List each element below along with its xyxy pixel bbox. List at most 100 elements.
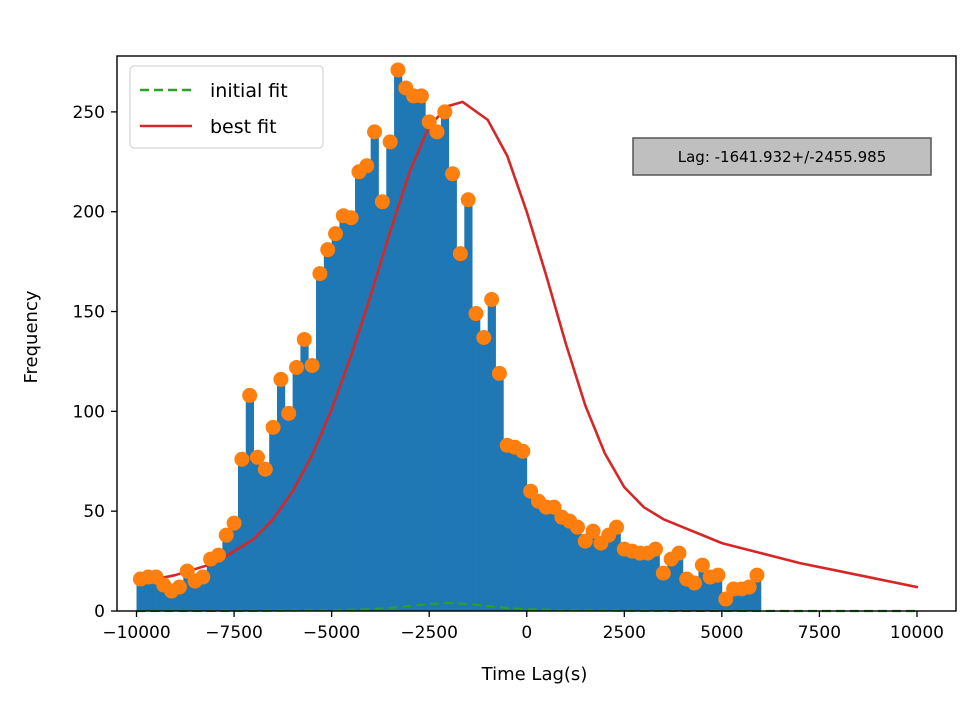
histogram-bar: [714, 575, 723, 611]
x-tick-label: −10000: [102, 623, 170, 643]
data-point-marker: [452, 246, 468, 262]
histogram-bar: [542, 507, 551, 611]
data-point-marker: [515, 443, 531, 459]
histogram-bar: [386, 141, 395, 611]
histogram-bar: [487, 299, 496, 611]
histogram-bar: [737, 589, 746, 611]
histogram-bar: [698, 565, 707, 611]
legend-initial-fit-label: initial fit: [210, 80, 288, 102]
data-point-marker: [741, 579, 757, 595]
histogram-bar: [612, 527, 621, 611]
histogram-bar: [495, 373, 504, 611]
histogram-bar: [230, 523, 239, 611]
x-axis-title: Time Lag(s): [481, 664, 588, 685]
x-axis-ticks: −10000 −7500 −5000 −2500 0 2500 5000 7500 10000: [102, 611, 944, 643]
histogram-bar: [308, 365, 317, 611]
y-axis-title: Frequency: [21, 290, 42, 383]
y-tick-label: 250: [73, 103, 105, 123]
legend-best-fit-label: best fit: [210, 116, 277, 138]
data-point-marker: [242, 387, 258, 403]
histogram-bar: [159, 585, 169, 611]
data-point-marker: [484, 292, 500, 308]
histogram-bar: [479, 337, 489, 611]
data-point-marker: [304, 357, 320, 373]
data-point-marker: [359, 158, 375, 174]
histogram-bar: [690, 583, 699, 611]
histogram-bar: [628, 551, 637, 611]
data-point-marker: [273, 371, 289, 387]
histogram-bar: [378, 201, 387, 611]
histogram-bar: [425, 121, 434, 612]
lag-annotation-box: [632, 137, 932, 176]
histogram-bar: [167, 591, 176, 611]
histogram-bar: [526, 491, 535, 611]
y-tick-label: 0: [94, 602, 105, 622]
histogram-bar: [276, 379, 286, 611]
data-point-marker: [491, 365, 507, 381]
data-point-marker: [608, 519, 624, 535]
histogram-bar: [355, 171, 364, 611]
y-tick-label: 200: [73, 203, 105, 223]
data-point-marker: [390, 62, 406, 78]
data-point-marker: [569, 519, 585, 535]
histogram-bar: [745, 587, 754, 611]
data-point-marker: [257, 461, 273, 477]
x-tick-label: 2500: [603, 623, 646, 643]
histogram-bar: [214, 555, 223, 611]
histogram-bar: [659, 573, 668, 611]
data-point-marker: [468, 306, 484, 322]
x-tick-label: 0: [521, 623, 532, 643]
histogram-bar: [550, 507, 559, 611]
histogram-bar: [175, 587, 184, 611]
data-point-marker: [343, 210, 359, 226]
data-point-marker: [476, 329, 492, 345]
histogram-bar: [581, 541, 590, 611]
histogram-bar: [417, 95, 426, 612]
histogram-bar: [183, 571, 192, 611]
data-point-marker: [171, 579, 187, 595]
data-point-marker: [195, 569, 211, 585]
data-point-marker: [234, 451, 250, 467]
histogram-bar: [643, 553, 653, 611]
data-point-marker: [710, 567, 726, 583]
histogram-bar: [565, 521, 574, 611]
histogram-bar: [573, 527, 582, 611]
histogram-bar: [206, 559, 215, 611]
data-point-marker: [320, 242, 336, 258]
data-point-marker: [687, 575, 703, 591]
histogram-bar: [401, 87, 411, 611]
histogram-bar: [589, 531, 598, 611]
y-tick-label: 150: [73, 303, 105, 323]
data-markers: [132, 62, 765, 607]
histogram-bar: [136, 579, 145, 611]
x-tick-label: −2500: [400, 623, 458, 643]
data-point-marker: [749, 567, 765, 583]
histogram-bar: [511, 447, 520, 611]
histogram-bar: [464, 199, 473, 611]
histogram-bar: [198, 577, 208, 611]
histogram-bar: [331, 233, 340, 611]
histogram-bar: [394, 69, 403, 611]
data-point-marker: [289, 359, 305, 375]
x-tick-label: 5000: [700, 623, 743, 643]
histogram-bar: [706, 577, 715, 611]
data-point-marker: [296, 331, 312, 347]
data-point-marker: [413, 88, 429, 104]
histogram-bar: [753, 575, 762, 611]
histogram-bar: [604, 535, 613, 611]
histogram-bar: [323, 249, 333, 612]
data-point-marker: [671, 545, 687, 561]
y-tick-label: 50: [83, 502, 105, 522]
histogram-bar: [440, 111, 450, 611]
lag-annotation-text: Lag: -1641.932+/-2455.985: [678, 148, 886, 166]
data-point-marker: [382, 134, 398, 150]
y-tick-label: 100: [73, 402, 105, 422]
data-point-marker: [249, 449, 265, 465]
best-fit-line: [135, 100, 919, 589]
y-axis-ticks: 0 50 100 150 200 250: [73, 103, 117, 622]
histogram-bar: [557, 517, 567, 611]
legend: initial fit best fit: [129, 65, 324, 149]
data-point-marker: [429, 124, 445, 140]
legend-box: [129, 65, 324, 149]
